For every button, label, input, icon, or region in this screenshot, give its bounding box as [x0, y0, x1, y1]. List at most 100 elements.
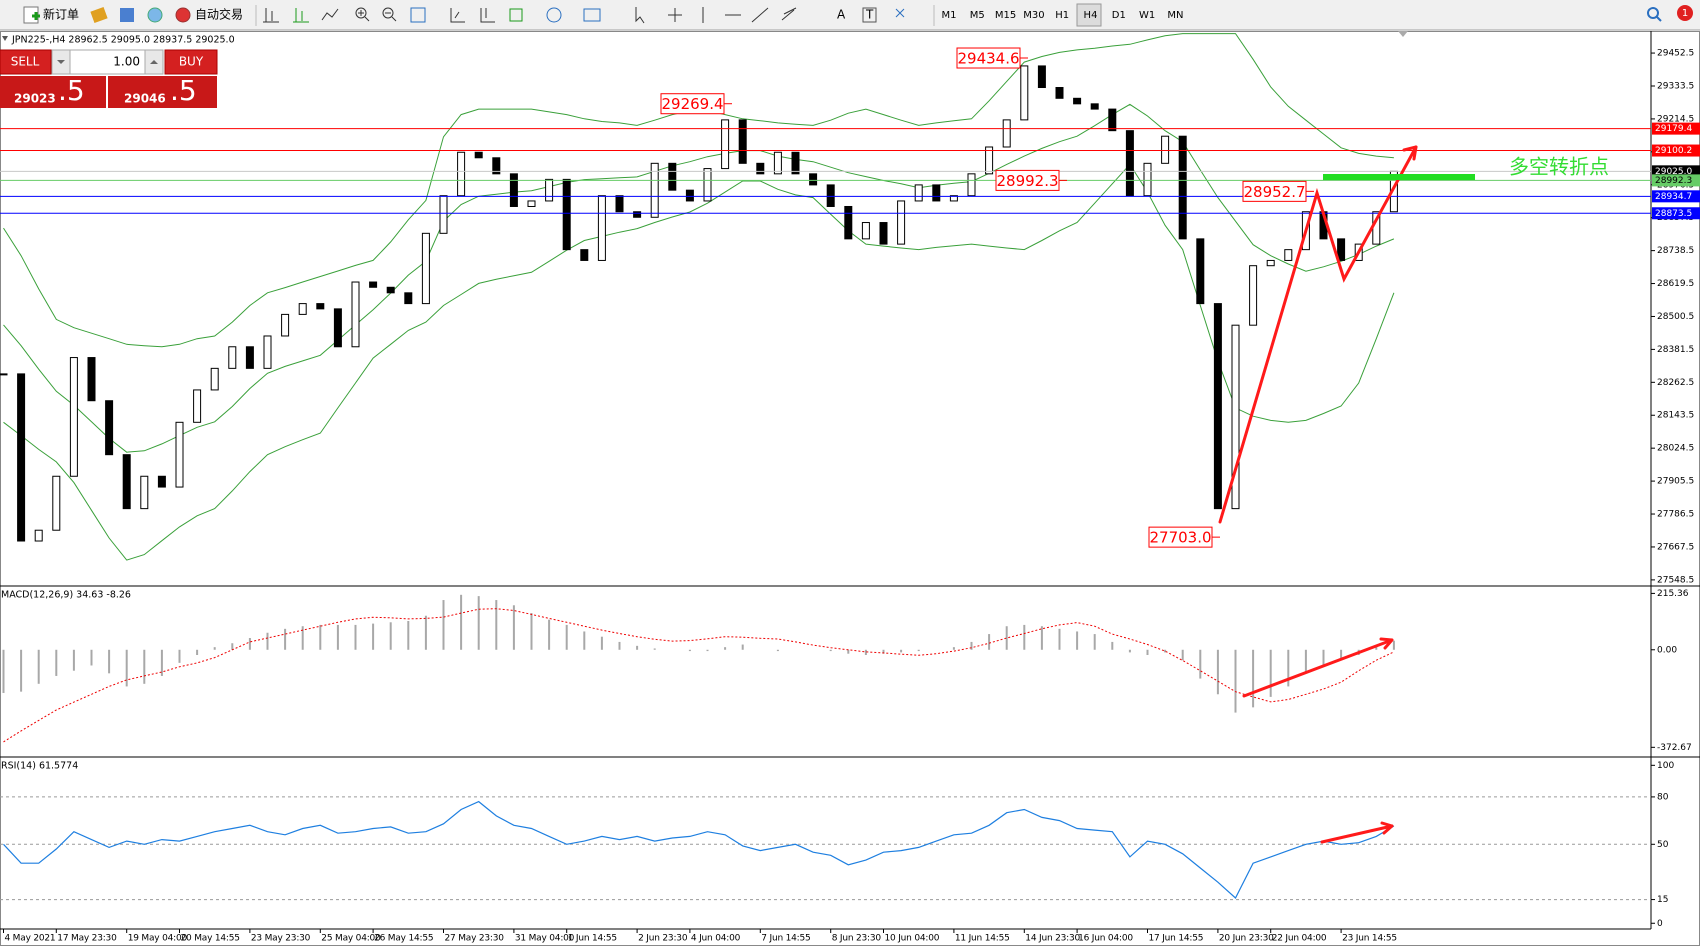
- plot-area: JPN225-,H4 28962.5 29095.0 28937.5 29025…: [0, 33, 1700, 944]
- candle: [1020, 65, 1029, 121]
- label-tool[interactable]: T: [865, 8, 874, 22]
- candle: [545, 178, 554, 202]
- time-label: 2 Jun 23:30: [638, 934, 688, 944]
- search-icon[interactable]: [1655, 15, 1662, 22]
- time-label: 14 Jun 23:30: [1025, 934, 1080, 944]
- buy-price-tile[interactable]: [108, 76, 217, 108]
- candle: [492, 157, 501, 175]
- candle: [69, 357, 78, 477]
- candle: [985, 146, 994, 175]
- candle: [175, 421, 184, 488]
- button-label: 自动交易: [195, 7, 243, 22]
- price-level-tag: [1652, 165, 1700, 178]
- icon[interactable]: [583, 8, 601, 22]
- buy-button[interactable]: [164, 49, 218, 75]
- timeframe-button[interactable]: M1: [942, 10, 957, 21]
- time-label: 4 Jun 04:00: [691, 934, 741, 944]
- icon: [175, 7, 191, 23]
- candle: [668, 162, 677, 191]
- candle: [210, 367, 219, 391]
- time-label: 20 Jun 23:30: [1219, 934, 1274, 944]
- timeframe-button[interactable]: H4: [1084, 10, 1098, 21]
- shift-marker: [1398, 31, 1408, 37]
- y-tick-label: 28262.5: [1657, 378, 1694, 388]
- icon[interactable]: [385, 12, 397, 22]
- y-tick-label: 27548.5: [1657, 575, 1694, 585]
- icon[interactable]: [382, 7, 394, 19]
- candle: [527, 200, 536, 207]
- price-level-label: 28934.7: [1655, 192, 1692, 202]
- pivot-note: 多空转折点: [1509, 155, 1609, 179]
- icon[interactable]: [147, 7, 163, 23]
- panel-title: MACD(12,26,9) 34.63 -8.26: [1, 590, 131, 601]
- icon[interactable]: [480, 8, 495, 23]
- panel-title: RSI(14) 61.5774: [1, 761, 78, 772]
- icon[interactable]: [120, 8, 134, 22]
- icon[interactable]: [450, 8, 465, 23]
- price-annotation: 28952.7: [1243, 183, 1305, 201]
- icon[interactable]: [358, 10, 370, 22]
- y-tick-label: 27905.5: [1657, 477, 1694, 487]
- candle: [87, 357, 96, 402]
- timeframe-button[interactable]: MN: [1167, 10, 1183, 21]
- time-label: 27 May 23:30: [445, 934, 505, 944]
- timeframes: M1 M5 M15 M30 H1 H4 D1 W1 MN: [942, 10, 1184, 21]
- icon[interactable]: [862, 7, 877, 23]
- sell-button[interactable]: [0, 49, 52, 75]
- icon[interactable]: [668, 8, 682, 22]
- buy-price: 29046: [124, 92, 166, 106]
- y-tick-label: 50: [1657, 840, 1669, 850]
- time-label: 16 Jun 04:00: [1078, 934, 1133, 944]
- candle: [844, 205, 853, 240]
- new-order-button[interactable]: 新订单: [23, 6, 79, 24]
- auto-trade-button[interactable]: 自动交易: [175, 7, 243, 23]
- notification-badge[interactable]: [1677, 5, 1693, 21]
- candle: [685, 189, 694, 202]
- chart-type-icons[interactable]: [263, 7, 905, 24]
- sell-price-tile[interactable]: [0, 76, 106, 108]
- candle: [351, 281, 360, 348]
- candle: [1337, 238, 1346, 261]
- candle: [439, 195, 448, 234]
- icon[interactable]: [509, 8, 523, 22]
- icon[interactable]: [355, 7, 367, 19]
- search-icon[interactable]: [1647, 7, 1659, 19]
- icon[interactable]: [635, 7, 645, 24]
- icon[interactable]: [895, 8, 905, 18]
- timeframe-button[interactable]: H1: [1055, 10, 1069, 21]
- text-tool[interactable]: A: [837, 8, 846, 22]
- icon[interactable]: [781, 7, 797, 21]
- buy-label: BUY: [179, 55, 204, 69]
- arrow: [1320, 821, 1394, 844]
- icon[interactable]: [293, 8, 309, 23]
- icon[interactable]: [546, 7, 562, 23]
- y-tick-label: 0: [1657, 919, 1663, 929]
- timeframe-button[interactable]: M30: [1023, 10, 1044, 21]
- candle: [967, 173, 976, 197]
- candle: [140, 475, 149, 510]
- timeframe-button[interactable]: W1: [1139, 10, 1155, 21]
- timeframe-button[interactable]: D1: [1112, 10, 1126, 21]
- time-label: 31 May 04:00: [515, 934, 575, 944]
- time-label: 1 Jun 14:55: [568, 934, 617, 944]
- price-level-tag: [1652, 122, 1700, 135]
- icon[interactable]: [263, 8, 279, 23]
- icon[interactable]: [90, 6, 108, 24]
- y-tick-label: 28619.5: [1657, 279, 1694, 289]
- buy-price-pips: .5: [170, 74, 197, 107]
- icon[interactable]: [321, 8, 339, 21]
- candle: [633, 211, 642, 218]
- candle: [228, 346, 237, 369]
- candle: [1196, 238, 1205, 305]
- candle: [316, 303, 325, 310]
- candle: [1055, 87, 1064, 99]
- timeframe-button[interactable]: M15: [995, 10, 1016, 21]
- icon[interactable]: [410, 7, 426, 23]
- time-label: 20 May 14:55: [181, 934, 240, 944]
- candle: [897, 200, 906, 245]
- candle: [245, 346, 254, 369]
- candle: [157, 475, 166, 488]
- timeframe-button[interactable]: M5: [970, 10, 985, 21]
- icon[interactable]: [751, 7, 769, 23]
- price-level-tag: [1652, 190, 1700, 203]
